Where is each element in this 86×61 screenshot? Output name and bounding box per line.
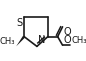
Text: S: S <box>16 18 23 28</box>
Text: N: N <box>37 35 45 45</box>
Text: O: O <box>63 27 71 37</box>
Text: CH₃: CH₃ <box>0 37 15 46</box>
Polygon shape <box>16 36 25 46</box>
Text: O: O <box>63 35 71 45</box>
Text: CH₃: CH₃ <box>71 36 86 45</box>
